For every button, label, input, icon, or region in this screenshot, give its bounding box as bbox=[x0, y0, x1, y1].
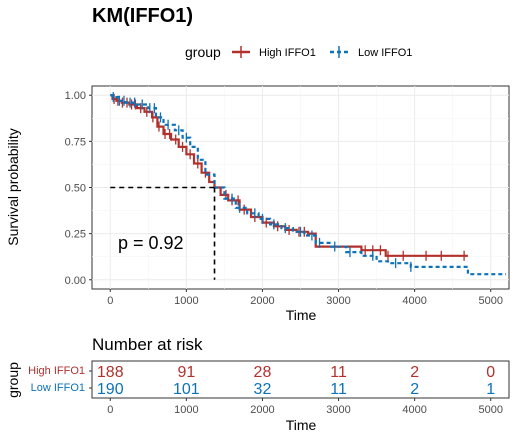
x-tick-label: 4000 bbox=[402, 295, 426, 307]
risk-count: 11 bbox=[330, 381, 347, 398]
legend-high-label: High IFFO1 bbox=[259, 47, 316, 59]
risk-x-tick-label: 1000 bbox=[174, 404, 198, 416]
risk-table-panel bbox=[92, 361, 509, 398]
risk-count: 190 bbox=[97, 381, 124, 398]
x-tick-label: 1000 bbox=[174, 295, 198, 307]
x-tick-label: 3000 bbox=[326, 295, 350, 307]
risk-x-tick-label: 2000 bbox=[250, 404, 274, 416]
legend: group High IFFO1 Low IFFO1 bbox=[185, 44, 412, 60]
chart-title: KM(IFFO1) bbox=[92, 5, 193, 27]
y-tick-label: 0.75 bbox=[65, 136, 86, 148]
risk-x-tick-label: 4000 bbox=[402, 404, 426, 416]
risk-y-axis-label: group bbox=[5, 362, 21, 398]
risk-x-axis-label: Time bbox=[286, 417, 317, 433]
x-axis-label: Time bbox=[286, 307, 317, 323]
y-tick-label: 0.00 bbox=[65, 275, 86, 287]
risk-count: 28 bbox=[254, 364, 272, 381]
risk-table-title: Number at risk bbox=[92, 335, 203, 354]
y-tick-label: 0.25 bbox=[65, 229, 86, 241]
y-axis-label: Survival probability bbox=[5, 128, 21, 246]
x-tick-label: 5000 bbox=[478, 295, 502, 307]
x-tick-label: 2000 bbox=[250, 295, 274, 307]
legend-title: group bbox=[185, 44, 221, 60]
y-tick-label: 0.50 bbox=[65, 183, 86, 195]
risk-count: 32 bbox=[254, 381, 272, 398]
risk-count: 2 bbox=[410, 381, 419, 398]
legend-key-low bbox=[330, 46, 348, 58]
x-tick-label: 0 bbox=[107, 295, 113, 307]
risk-count: 91 bbox=[177, 364, 195, 381]
risk-count: 188 bbox=[97, 364, 124, 381]
risk-count: 11 bbox=[330, 364, 347, 381]
legend-key-high bbox=[232, 46, 250, 58]
y-tick-label: 1.00 bbox=[65, 90, 86, 102]
risk-count: 0 bbox=[486, 364, 495, 381]
risk-group-label: Low IFFO1 bbox=[31, 382, 85, 394]
risk-x-tick-label: 3000 bbox=[326, 404, 350, 416]
risk-count: 1 bbox=[486, 381, 495, 398]
p-value: p = 0.92 bbox=[118, 233, 184, 253]
risk-x-tick-label: 0 bbox=[107, 404, 113, 416]
risk-x-tick-label: 5000 bbox=[478, 404, 502, 416]
legend-low-label: Low IFFO1 bbox=[358, 47, 412, 59]
risk-count: 101 bbox=[173, 381, 200, 398]
risk-count: 2 bbox=[410, 364, 419, 381]
risk-group-label: High IFFO1 bbox=[28, 365, 85, 377]
